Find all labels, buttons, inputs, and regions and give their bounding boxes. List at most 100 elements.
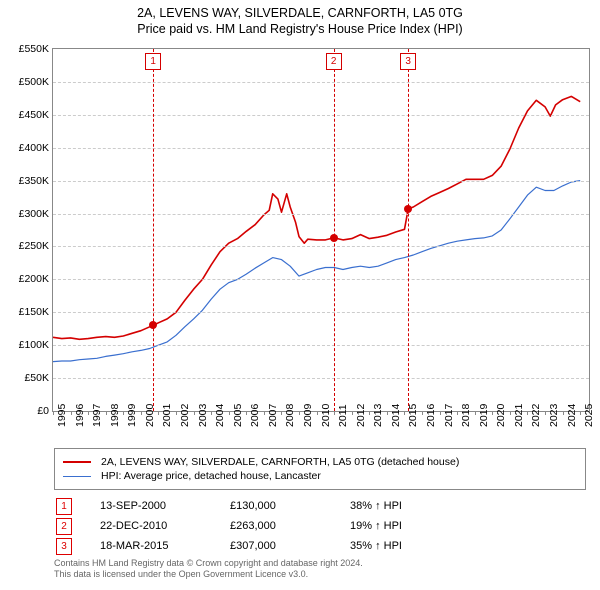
y-gridline — [53, 214, 589, 215]
x-tick — [194, 411, 195, 415]
event-row: 2 22-DEC-2010 £263,000 19% ↑ HPI — [54, 516, 586, 536]
y-axis-label: £550K — [3, 43, 49, 55]
x-axis-label: 2009 — [302, 404, 314, 427]
x-tick — [422, 411, 423, 415]
x-axis-label: 2021 — [513, 404, 525, 427]
event-date: 18-MAR-2015 — [100, 540, 230, 552]
x-tick — [492, 411, 493, 415]
event-price: £263,000 — [230, 520, 350, 532]
x-axis-label: 2006 — [249, 404, 261, 427]
event-vline — [334, 49, 335, 411]
title-block: 2A, LEVENS WAY, SILVERDALE, CARNFORTH, L… — [0, 0, 600, 36]
x-tick — [510, 411, 511, 415]
x-axis-label: 2019 — [478, 404, 490, 427]
event-date: 13-SEP-2000 — [100, 500, 230, 512]
y-axis-label: £400K — [3, 142, 49, 154]
y-axis-label: £50K — [3, 372, 49, 384]
x-tick — [281, 411, 282, 415]
x-axis-label: 2013 — [372, 404, 384, 427]
y-axis-label: £500K — [3, 76, 49, 88]
y-gridline — [53, 345, 589, 346]
caption-line-2: This data is licensed under the Open Gov… — [54, 569, 586, 580]
y-axis-label: £300K — [3, 208, 49, 220]
series-hpi — [53, 181, 580, 362]
legend-swatch-hpi — [63, 476, 91, 477]
x-tick — [88, 411, 89, 415]
x-axis-label: 2018 — [460, 404, 472, 427]
x-tick — [158, 411, 159, 415]
event-price: £307,000 — [230, 540, 350, 552]
x-axis-label: 2020 — [495, 404, 507, 427]
title-line-1: 2A, LEVENS WAY, SILVERDALE, CARNFORTH, L… — [0, 6, 600, 20]
x-tick — [299, 411, 300, 415]
x-axis-label: 2014 — [390, 404, 402, 427]
x-axis-label: 2002 — [179, 404, 191, 427]
x-axis-label: 2001 — [161, 404, 173, 427]
y-gridline — [53, 378, 589, 379]
x-axis-label: 1999 — [126, 404, 138, 427]
x-tick — [440, 411, 441, 415]
x-tick — [106, 411, 107, 415]
y-axis-label: £100K — [3, 339, 49, 351]
x-axis-label: 2017 — [443, 404, 455, 427]
legend-row: HPI: Average price, detached house, Lanc… — [63, 470, 577, 482]
x-tick — [246, 411, 247, 415]
event-date: 22-DEC-2010 — [100, 520, 230, 532]
y-gridline — [53, 279, 589, 280]
x-tick — [141, 411, 142, 415]
y-gridline — [53, 181, 589, 182]
event-marker-id: 2 — [56, 518, 72, 535]
chart-container: 2A, LEVENS WAY, SILVERDALE, CARNFORTH, L… — [0, 0, 600, 590]
x-tick — [53, 411, 54, 415]
x-axis-label: 1997 — [91, 404, 103, 427]
x-axis-label: 2012 — [355, 404, 367, 427]
x-tick — [123, 411, 124, 415]
x-tick — [176, 411, 177, 415]
x-axis-label: 2015 — [407, 404, 419, 427]
event-row: 3 18-MAR-2015 £307,000 35% ↑ HPI — [54, 536, 586, 556]
event-delta: 35% ↑ HPI — [350, 540, 586, 552]
event-dot — [330, 234, 338, 242]
x-axis-label: 2008 — [284, 404, 296, 427]
legend: 2A, LEVENS WAY, SILVERDALE, CARNFORTH, L… — [54, 448, 586, 490]
x-axis-label: 1996 — [74, 404, 86, 427]
caption: Contains HM Land Registry data © Crown c… — [54, 558, 586, 581]
x-axis-label: 2011 — [337, 404, 349, 427]
x-tick — [71, 411, 72, 415]
y-gridline — [53, 82, 589, 83]
x-tick — [211, 411, 212, 415]
x-tick — [580, 411, 581, 415]
x-tick — [527, 411, 528, 415]
event-dot — [149, 321, 157, 329]
x-axis-label: 2004 — [214, 404, 226, 427]
x-tick — [229, 411, 230, 415]
caption-line-1: Contains HM Land Registry data © Crown c… — [54, 558, 586, 569]
x-axis-label: 2025 — [583, 404, 595, 427]
event-marker-id: 3 — [56, 538, 72, 555]
x-axis-label: 1998 — [109, 404, 121, 427]
y-axis-label: £450K — [3, 109, 49, 121]
event-box: 3 — [400, 53, 416, 70]
x-tick — [545, 411, 546, 415]
x-axis-label: 2005 — [232, 404, 244, 427]
y-axis-label: £200K — [3, 273, 49, 285]
x-tick — [264, 411, 265, 415]
y-axis-label: £350K — [3, 175, 49, 187]
x-axis-label: 2024 — [566, 404, 578, 427]
x-tick — [352, 411, 353, 415]
legend-row: 2A, LEVENS WAY, SILVERDALE, CARNFORTH, L… — [63, 456, 577, 468]
x-tick — [475, 411, 476, 415]
event-marker-id: 1 — [56, 498, 72, 515]
y-gridline — [53, 115, 589, 116]
x-axis-label: 2016 — [425, 404, 437, 427]
series-property — [53, 96, 580, 339]
y-gridline — [53, 312, 589, 313]
event-price: £130,000 — [230, 500, 350, 512]
event-vline — [408, 49, 409, 411]
x-tick — [334, 411, 335, 415]
x-tick — [404, 411, 405, 415]
legend-label: 2A, LEVENS WAY, SILVERDALE, CARNFORTH, L… — [101, 456, 459, 468]
title-line-2: Price paid vs. HM Land Registry's House … — [0, 22, 600, 36]
event-box: 2 — [326, 53, 342, 70]
x-tick — [563, 411, 564, 415]
